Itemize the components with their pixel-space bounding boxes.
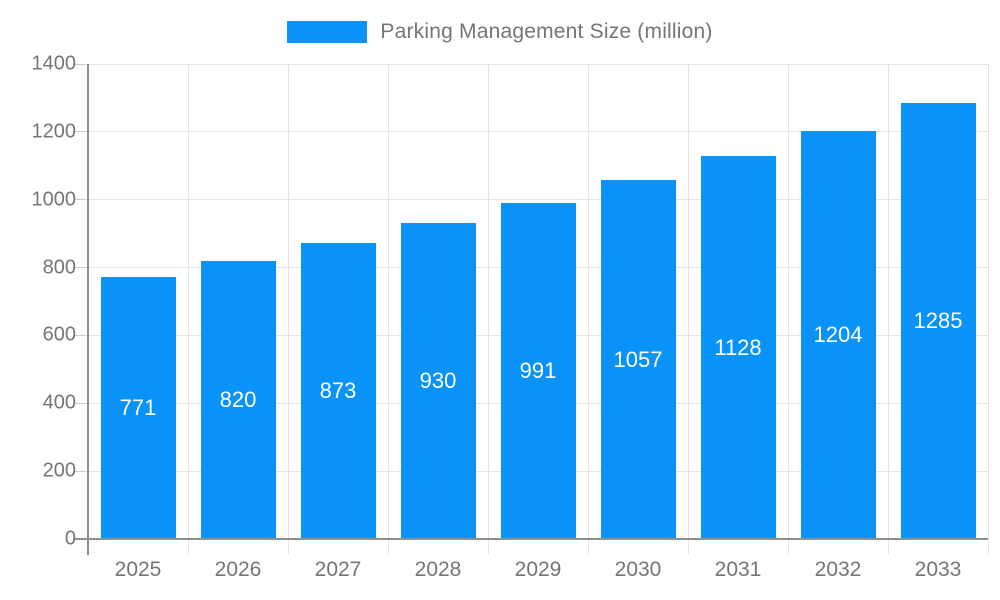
y-axis-tick xyxy=(74,131,88,133)
y-axis-label: 800 xyxy=(42,256,76,279)
y-axis-tick xyxy=(74,402,88,404)
gridline-horizontal xyxy=(88,131,988,133)
bar-value-label: 771 xyxy=(119,395,157,421)
bar[interactable] xyxy=(300,242,376,539)
y-axis-tick xyxy=(74,63,88,65)
bar-value-label: 930 xyxy=(419,368,457,394)
x-axis-label: 2029 xyxy=(514,558,562,581)
bar[interactable] xyxy=(900,103,976,539)
bar[interactable] xyxy=(200,260,276,539)
gridline-vertical xyxy=(387,64,389,554)
bar-value-label: 873 xyxy=(319,377,357,403)
y-axis-label: 200 xyxy=(42,459,76,482)
gridline-vertical xyxy=(787,64,789,554)
bar-value-label: 1204 xyxy=(813,321,863,347)
x-axis-label: 2031 xyxy=(714,558,762,581)
gridline-vertical xyxy=(887,64,889,554)
bar[interactable] xyxy=(500,202,576,539)
x-axis-line xyxy=(73,538,988,540)
bar[interactable] xyxy=(700,156,776,539)
bar-value-label: 820 xyxy=(219,386,257,412)
gridline-vertical xyxy=(287,64,289,554)
x-axis-label: 2033 xyxy=(914,558,962,581)
bar[interactable] xyxy=(100,277,176,539)
legend[interactable]: Parking Management Size (million) xyxy=(0,20,1000,44)
gridline-vertical xyxy=(187,64,189,554)
y-axis-label: 1000 xyxy=(31,188,77,211)
gridline-vertical xyxy=(687,64,689,554)
gridline-horizontal xyxy=(88,199,988,201)
y-axis-tick xyxy=(74,199,88,201)
x-axis-label: 2028 xyxy=(414,558,462,581)
y-axis-label: 400 xyxy=(42,391,76,414)
bar-value-label: 1057 xyxy=(613,346,663,372)
bar[interactable] xyxy=(800,130,876,539)
x-axis-label: 2025 xyxy=(114,558,162,581)
legend-label: Parking Management Size (million) xyxy=(380,20,713,43)
legend-swatch-icon xyxy=(287,21,368,43)
bar-value-label: 991 xyxy=(519,357,557,383)
y-axis-label: 600 xyxy=(42,323,76,346)
gridline-vertical xyxy=(987,64,989,554)
x-axis-label: 2032 xyxy=(814,558,862,581)
x-axis-label: 2027 xyxy=(314,558,362,581)
gridline-horizontal xyxy=(88,63,988,65)
y-axis-line xyxy=(87,64,89,555)
gridline-vertical xyxy=(487,64,489,554)
y-axis-label: 1400 xyxy=(31,52,77,75)
bar[interactable] xyxy=(400,223,476,539)
y-axis-tick xyxy=(74,470,88,472)
x-axis-label: 2030 xyxy=(614,558,662,581)
bar-value-label: 1128 xyxy=(714,334,762,360)
gridline-vertical xyxy=(587,64,589,554)
bar-value-label: 1285 xyxy=(913,308,963,333)
x-axis-label: 2026 xyxy=(214,558,262,581)
y-axis-label: 0 xyxy=(64,527,76,550)
y-axis-label: 1200 xyxy=(31,120,77,143)
y-axis-tick xyxy=(74,334,88,336)
y-axis-tick xyxy=(74,267,88,269)
bar[interactable] xyxy=(600,180,676,539)
